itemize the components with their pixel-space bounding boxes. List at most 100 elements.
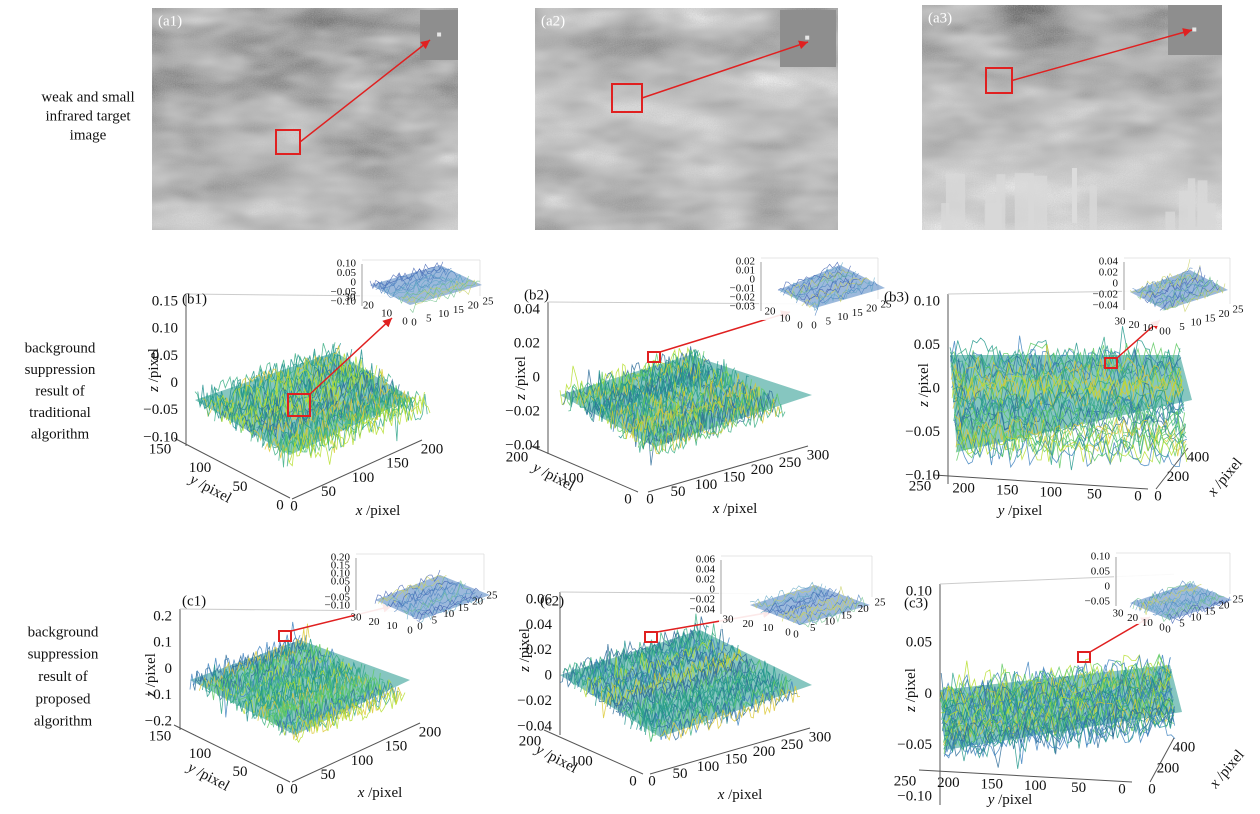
surface-line [264,388,406,453]
axis-unit: /pixel [536,463,577,495]
surface-line [635,387,766,453]
inset-x-tick-label: 25 [875,597,887,609]
inset-x-tick-label: 15 [1205,606,1217,618]
surface-line [778,586,844,617]
axis-label: x /pixel [357,785,403,801]
surface-line [796,271,859,304]
surface-line [217,359,358,431]
surface-line [656,685,798,741]
building [941,203,950,230]
inset-z-tick-label: 0 [1113,278,1119,290]
z-tick-label: 0.15 [152,293,178,309]
image-label: (a1) [158,13,182,29]
image-label: (a3) [928,10,952,26]
axis-label: z /pixel [916,363,932,408]
surface-line [1152,280,1213,310]
surface-line [404,280,475,301]
z-tick-label: −0.02 [505,403,540,419]
target-dot [805,35,810,40]
row-label: background [25,340,96,356]
axis-unit: /pixel [724,787,762,803]
chimney [1072,168,1077,223]
surface-line [1169,596,1231,625]
row-label: background [28,624,99,640]
surface-line [288,686,399,737]
inset-y-tick-label: 0 [1159,326,1165,338]
axis-label: z /pixel [903,668,919,713]
inset-z-tick-label: 0.10 [1091,551,1111,563]
inset-z-tick-label: 0 [1105,581,1111,593]
inset-x-tick-label: 10 [438,308,450,320]
inset-z-tick-label: 0.10 [331,568,351,580]
surface-line [621,658,763,727]
row-label: traditional [29,405,91,421]
surface-line [597,644,739,706]
zoom-arrow [1116,319,1161,359]
surface-line [651,398,783,455]
axis-variable: y [986,792,995,808]
y-tick-label: 50 [233,764,248,780]
inset-x-tick-label: 10 [837,311,849,323]
surface-line [291,686,403,740]
inset-x-tick-label: 0 [1165,326,1171,338]
z-tick-label: −0.05 [897,737,932,753]
building [1178,190,1196,230]
x-axis-line [291,439,423,500]
surface-line [940,669,1172,713]
surface-line [250,373,392,443]
surface-line [1152,590,1214,616]
x-tick-label: 400 [1187,449,1210,465]
axis-variable: z [903,706,919,713]
inset-z-tick-label: −0.10 [325,600,351,612]
target-dot [1192,27,1197,32]
surface-line [413,587,479,620]
axis-label: y /pixel [183,759,232,795]
inset-z-tick-label: −0.04 [690,604,716,616]
y-tick-label: 0 [1118,781,1126,797]
y-tick-label: 250 [894,773,917,789]
inset-y-tick-label: 30 [351,612,363,624]
inset-z-tick-label: 0.04 [1099,256,1119,268]
axis-unit: /pixel [517,628,533,666]
surface-line [1144,588,1205,613]
surface-base [560,630,812,737]
axis-label: x /pixel [717,787,763,803]
axis-label: y /pixel [528,459,577,495]
surface-line [650,678,792,742]
x-tick-label: 200 [751,462,774,478]
axis-unit: /pixel [916,363,932,401]
surface-line [601,371,733,425]
inset-x-tick-label: 10 [1191,612,1203,624]
surface-line [790,272,854,301]
z-tick-label: 0 [171,375,179,391]
inset-x-tick-label: 15 [852,307,864,319]
surface-line [1146,589,1208,612]
y-tick-label: 150 [149,441,172,457]
z-tick-label: −0.05 [143,402,178,418]
inset-y-tick-label: 20 [743,618,755,630]
y-tick-label: 100 [570,753,593,769]
surface-line [397,582,463,611]
x-tick-label: 250 [781,737,804,753]
inset-y-tick-label: 0 [785,627,791,639]
inset-y-tick-label: 10 [780,313,792,325]
surface-line [956,416,1187,471]
x-tick-label: 50 [321,484,336,500]
inset-y-tick-label: 20 [363,300,375,312]
surface-line [586,624,727,698]
surface-line [203,345,344,418]
inset-z-tick-label: −0.02 [730,292,755,304]
surface-line [1158,591,1219,619]
axis-label: y /pixel [986,792,1033,808]
surface-line [263,669,375,725]
z-tick-label: 0.02 [526,642,552,658]
surface-line [387,580,454,608]
inset-x-tick-label: 10 [824,616,836,628]
z-tick-label: 0 [545,668,553,684]
surface-line [1157,276,1218,306]
inset-y-tick-label: 0 [407,625,413,637]
surface-line [955,416,1186,465]
surface-line [416,593,483,622]
axis-label: x /pixel [1204,455,1246,500]
